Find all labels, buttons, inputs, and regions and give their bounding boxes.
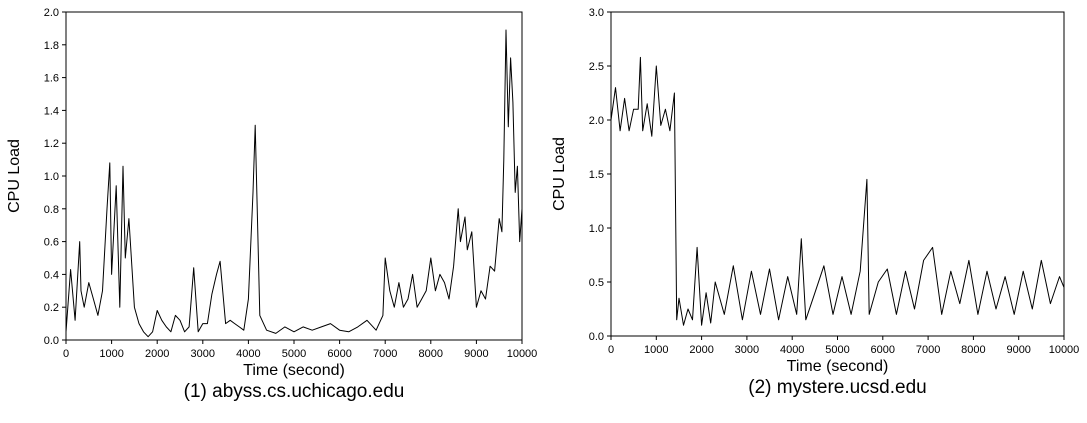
plot-frame (610, 11, 1065, 337)
y-tick-label: 1.0 (44, 171, 59, 183)
x-tick-label: 0 (608, 344, 614, 356)
x-tick-label: 0 (63, 348, 69, 360)
x-tick-label: 9000 (464, 348, 488, 360)
y-tick-label: 1.0 (589, 223, 604, 235)
chart-panel-abyss: CPU Load Time (second) (1) abyss.cs.uchi… (6, 7, 537, 402)
plot-frame (65, 11, 523, 341)
y-tick-label: 0.0 (589, 331, 604, 343)
x-tick-label: 4000 (780, 344, 804, 356)
x-axis-label: Time (second) (243, 362, 345, 379)
cpu-load-series-line (610, 56, 1065, 326)
x-tick-label: 3000 (191, 348, 215, 360)
y-tick-label: 2.0 (589, 115, 604, 127)
x-tick-label: 7000 (373, 348, 397, 360)
y-tick-label: 0.2 (44, 302, 59, 314)
x-tick-label: 8000 (961, 344, 985, 356)
y-tick-label: 3.0 (589, 7, 604, 19)
x-tick-label: 6000 (327, 348, 351, 360)
x-tick-label: 9000 (1006, 344, 1030, 356)
y-tick-label: 1.2 (44, 138, 59, 150)
y-tick-label: 1.4 (44, 105, 59, 117)
y-tick-label: 1.8 (44, 40, 59, 52)
chart-caption: (2) mystere.ucsd.edu (748, 377, 926, 398)
y-tick-label: 0.8 (44, 204, 59, 216)
x-tick-label: 8000 (419, 348, 443, 360)
chart-panel-mystere: CPU Load Time (second) (2) mystere.ucsd.… (551, 7, 1079, 398)
y-axis-label: CPU Load (6, 139, 23, 213)
x-tick-label: 10000 (507, 348, 538, 360)
x-axis-label: Time (second) (787, 358, 889, 375)
x-tick-label: 7000 (916, 344, 940, 356)
x-tick-label: 5000 (825, 344, 849, 356)
y-tick-label: 2.5 (589, 61, 604, 73)
y-tick-label: 2.0 (44, 7, 59, 19)
y-tick-label: 0.5 (589, 277, 604, 289)
x-tick-label: 2000 (689, 344, 713, 356)
y-tick-label: 0.0 (44, 335, 59, 347)
x-tick-label: 1000 (99, 348, 123, 360)
x-tick-label: 4000 (236, 348, 260, 360)
x-tick-label: 2000 (145, 348, 169, 360)
y-tick-label: 1.6 (44, 73, 59, 85)
chart-caption: (1) abyss.cs.uchicago.edu (184, 381, 405, 402)
x-tick-label: 3000 (735, 344, 759, 356)
x-tick-label: 1000 (644, 344, 668, 356)
y-tick-label: 1.5 (589, 169, 604, 181)
cpu-load-series-line (65, 29, 523, 338)
x-tick-label: 6000 (871, 344, 895, 356)
y-tick-label: 0.6 (44, 237, 59, 249)
y-tick-label: 0.4 (44, 269, 59, 281)
x-tick-label: 10000 (1049, 344, 1080, 356)
y-axis-label: CPU Load (551, 137, 568, 211)
x-tick-label: 5000 (282, 348, 306, 360)
